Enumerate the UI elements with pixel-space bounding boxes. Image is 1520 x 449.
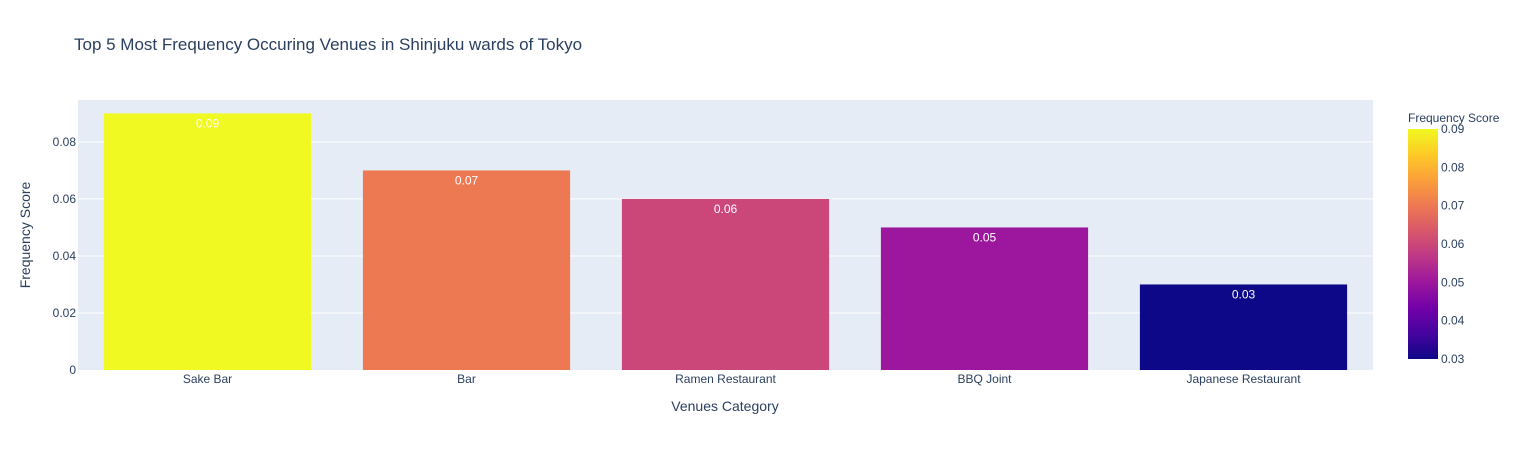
x-tick-label: Bar <box>457 372 476 386</box>
bar-data-label: 0.05 <box>973 230 997 244</box>
colorbar-tick-label: 0.05 <box>1441 275 1465 289</box>
colorbar-tick-label: 0.03 <box>1441 352 1465 366</box>
colorbar-tick-label: 0.07 <box>1441 199 1465 213</box>
y-tick-label: 0.08 <box>53 135 77 149</box>
y-tick-label: 0.02 <box>53 306 77 320</box>
x-tick-label: BBQ Joint <box>957 372 1012 386</box>
chart-title: Top 5 Most Frequency Occuring Venues in … <box>74 35 582 54</box>
colorbar-tick-label: 0.08 <box>1441 160 1465 174</box>
x-tick-label: Sake Bar <box>183 372 232 386</box>
y-tick-label: 0 <box>69 363 76 377</box>
bar-data-label: 0.03 <box>1232 287 1256 301</box>
bar <box>103 113 312 370</box>
y-tick-label: 0.06 <box>53 192 77 206</box>
x-axis-title: Venues Category <box>671 398 778 414</box>
bar-data-label: 0.09 <box>196 116 220 130</box>
bar-data-label: 0.07 <box>455 173 479 187</box>
x-tick-label: Ramen Restaurant <box>675 372 776 386</box>
bar <box>362 170 571 370</box>
x-tick-label: Japanese Restaurant <box>1186 372 1301 386</box>
bar-data-label: 0.06 <box>714 202 738 216</box>
y-axis-title: Frequency Score <box>17 181 33 288</box>
colorbar-tick-label: 0.06 <box>1441 237 1465 251</box>
colorbar-ticks: 0.03 0.04 0.05 0.06 0.07 0.08 0.09 <box>1441 122 1465 366</box>
colorbar-tick-label: 0.04 <box>1441 314 1465 328</box>
bar <box>1139 284 1348 370</box>
x-axis-ticks: Sake Bar Bar Ramen Restaurant BBQ Joint Japa… <box>183 372 1301 386</box>
bar <box>880 227 1089 370</box>
y-axis-ticks: 0 0.02 0.04 0.06 0.08 <box>53 135 77 377</box>
bar <box>621 198 830 370</box>
bar-data-labels: 0.09 0.07 0.06 0.05 0.03 <box>196 116 1256 301</box>
bars <box>103 113 1348 370</box>
colorbar-title: Frequency Score <box>1408 111 1500 125</box>
colorbar <box>1408 129 1438 359</box>
y-tick-label: 0.04 <box>53 249 77 263</box>
colorbar-tick-label: 0.09 <box>1441 122 1465 136</box>
